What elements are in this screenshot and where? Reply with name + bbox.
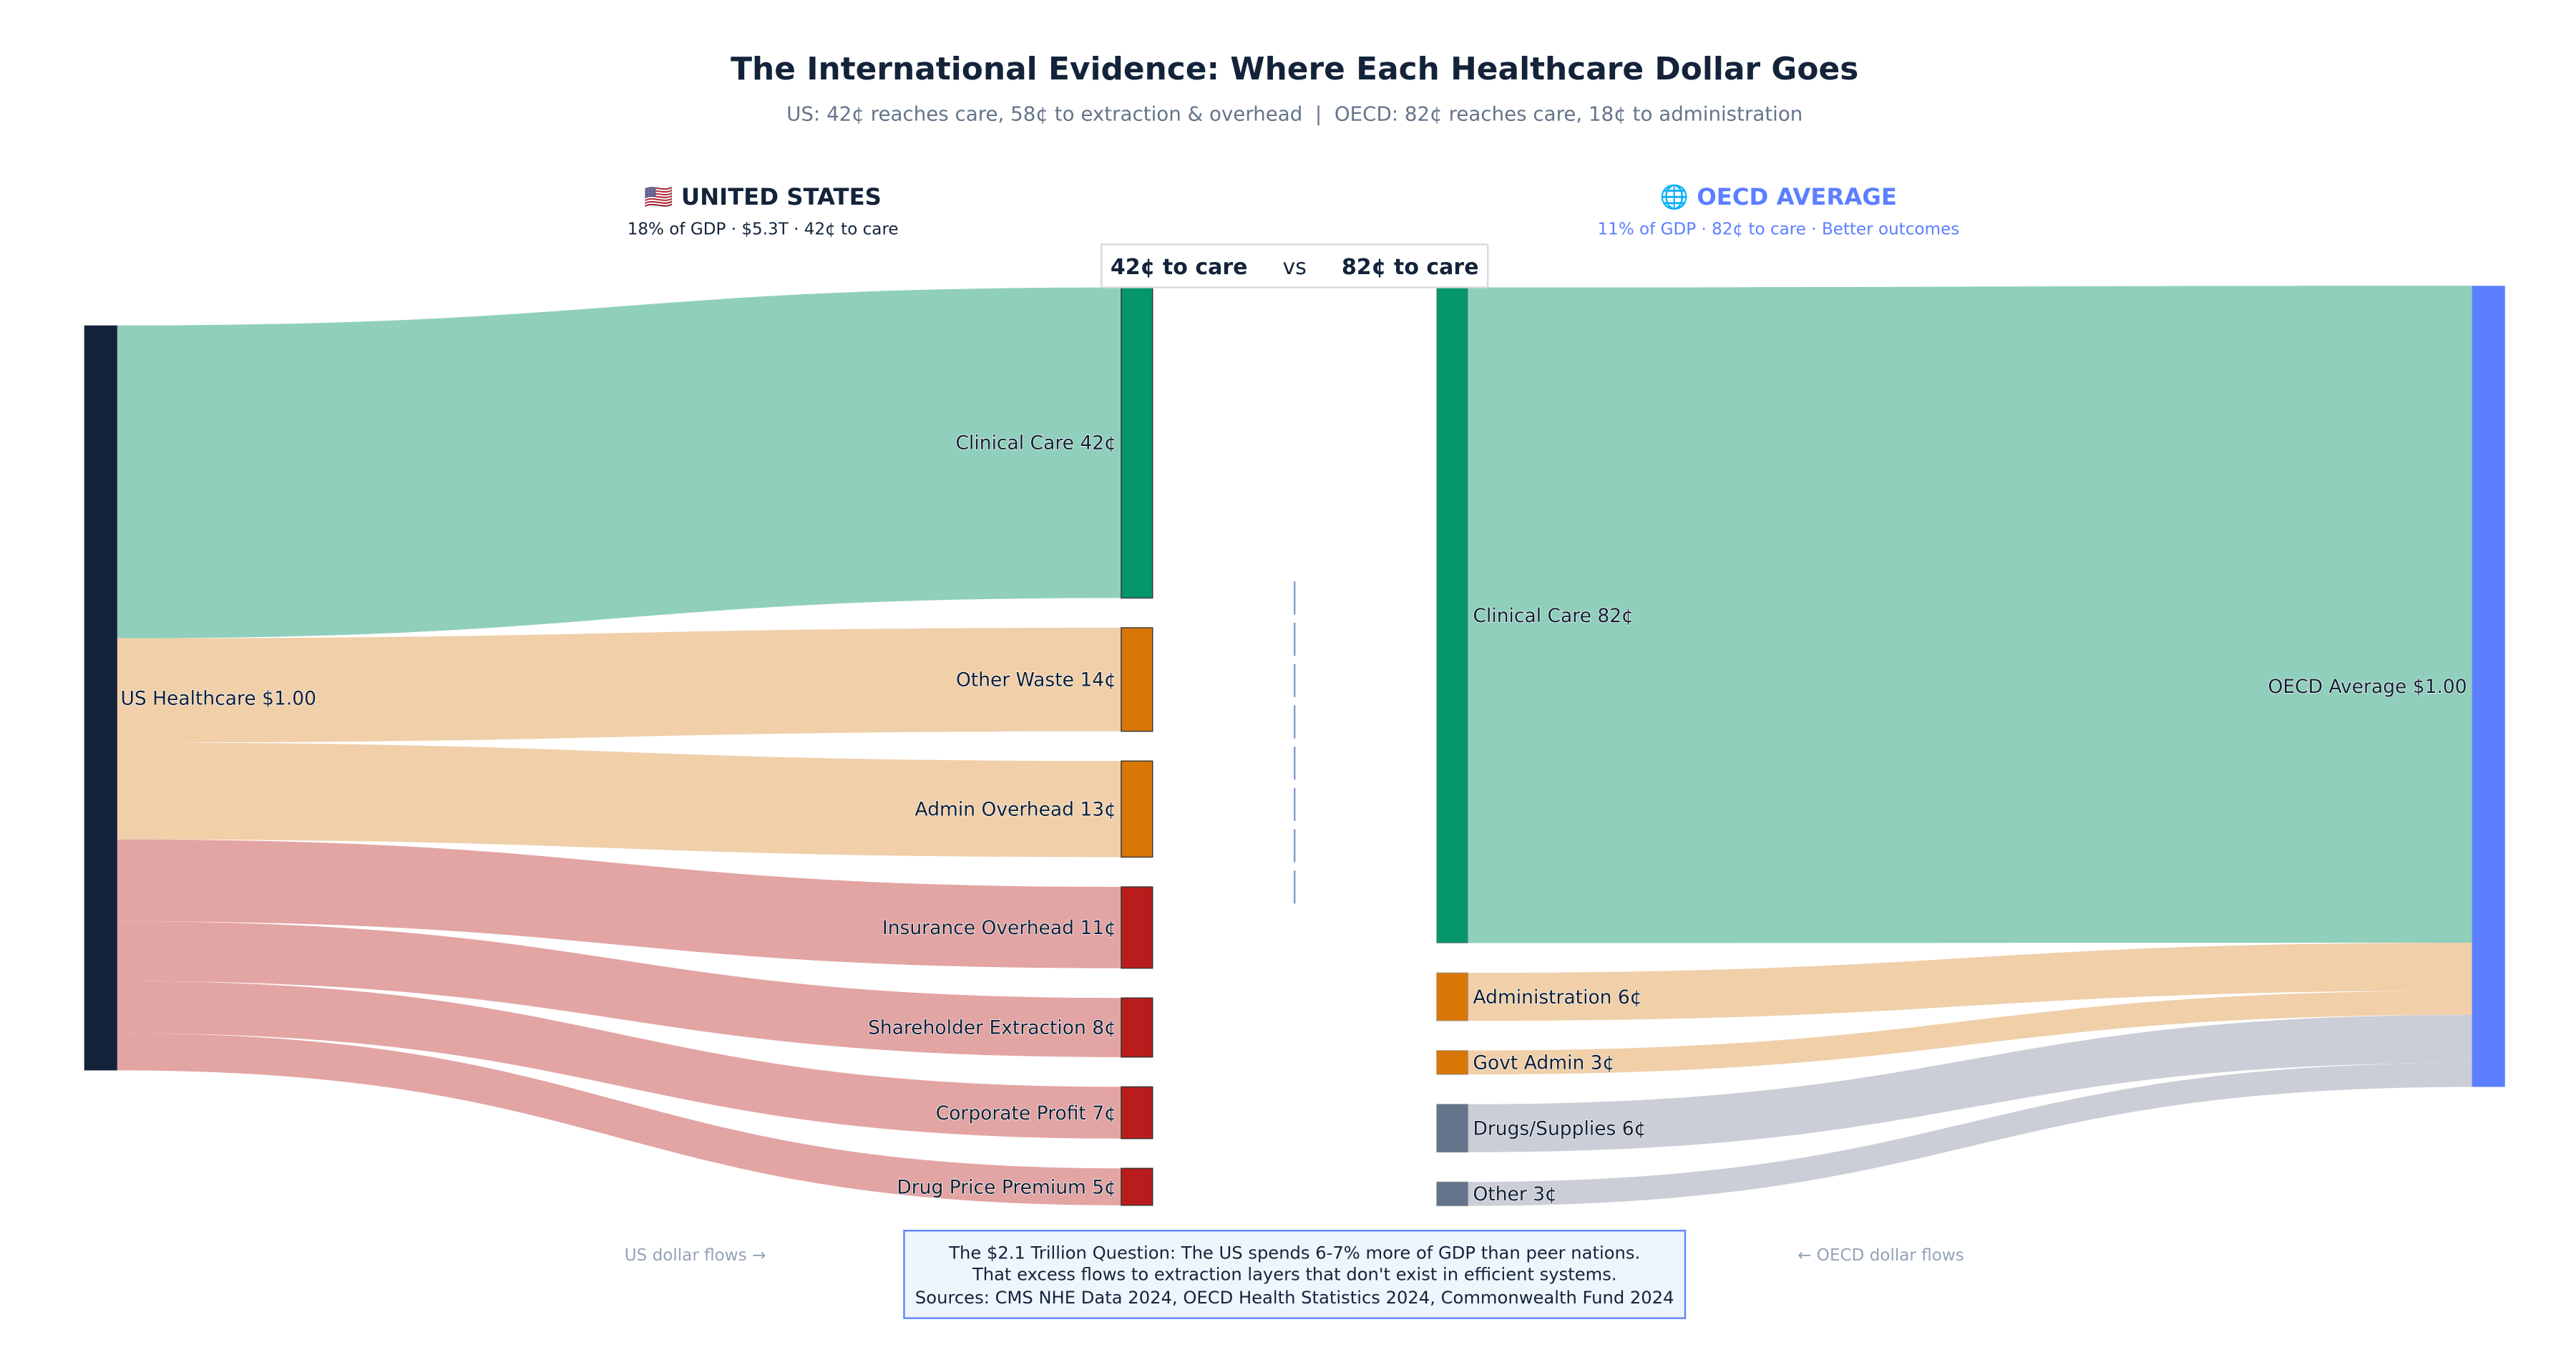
oecd-flow-link [1468,943,2472,1021]
us-target-label: Other Waste 14¢ [956,669,1116,691]
us-source-label: US Healthcare $1.00 [120,687,316,709]
us-flow-link [117,628,1121,743]
oecd-care-comparison: 82¢ to care [1342,255,1479,280]
us-header-sub: 18% of GDP · $5.3T · 42¢ to care [628,220,899,239]
oecd-header-sub: 11% of GDP · 82¢ to care · Better outcom… [1597,220,1959,239]
us-target-node[interactable] [1121,286,1153,599]
oecd-source-label: OECD Average $1.00 [2268,676,2467,698]
us-care-comparison: 42¢ to care [1111,255,1248,280]
us-target-label: Drug Price Premium 5¢ [897,1176,1116,1198]
oecd-flow-direction: ← OECD dollar flows [1797,1246,1964,1265]
us-target-label: Shareholder Extraction 8¢ [868,1017,1116,1039]
footnote-line-1: The $2.1 Trillion Question: The US spend… [948,1243,1640,1263]
oecd-flow-link [1468,1014,2472,1152]
oecd-target-node[interactable] [1436,287,1468,943]
us-target-label: Corporate Profit 7¢ [936,1102,1116,1125]
us-target-node[interactable] [1121,760,1153,858]
us-target-label: Insurance Overhead 11¢ [882,917,1116,939]
oecd-target-label: Drugs/Supplies 6¢ [1473,1117,1646,1140]
comparison-box: 42¢ to care vs 82¢ to care [1101,243,1489,288]
oecd-target-node[interactable] [1436,1050,1468,1075]
us-flow-direction: US dollar flows → [625,1246,766,1265]
oecd-target-label: Clinical Care 82¢ [1473,605,1633,627]
us-target-label: Admin Overhead 13¢ [915,799,1116,821]
us-target-node[interactable] [1121,627,1153,732]
us-flow-link [117,742,1121,858]
oecd-header-title: 🌐 OECD AVERAGE [1660,183,1897,210]
us-flow-link [117,981,1121,1139]
vs-label: vs [1283,255,1307,280]
us-header-title: 🇺🇸 UNITED STATES [644,183,881,210]
oecd-target-label: Administration 6¢ [1473,986,1641,1009]
oecd-target-node[interactable] [1436,972,1468,1021]
oecd-flow-link [1468,286,2472,943]
oecd-source-node[interactable] [2472,286,2505,1087]
oecd-target-label: Other 3¢ [1473,1183,1556,1205]
page-subtitle: US: 42¢ reaches care, 58¢ to extraction … [786,102,1802,126]
oecd-target-node[interactable] [1436,1181,1468,1207]
us-target-label: Clinical Care 42¢ [956,432,1116,455]
footnote-box: The $2.1 Trillion Question: The US spend… [903,1230,1687,1319]
us-flow-link [117,1033,1121,1205]
us-source-node[interactable] [84,325,117,1071]
footnote-line-2: That excess flows to extraction layers t… [972,1265,1617,1285]
us-target-node[interactable] [1121,997,1153,1058]
oecd-flow-link [1468,991,2472,1075]
us-flow-link [117,839,1121,968]
us-flow-link [117,287,1121,638]
oecd-target-label: Govt Admin 3¢ [1473,1052,1614,1074]
us-target-node[interactable] [1121,886,1153,969]
oecd-target-node[interactable] [1436,1104,1468,1153]
page-title: The International Evidence: Where Each H… [731,51,1858,87]
oecd-flow-link [1468,1062,2472,1206]
us-target-node[interactable] [1121,1086,1153,1140]
us-flow-link [117,921,1121,1057]
us-target-node[interactable] [1121,1167,1153,1206]
footnote-line-3: Sources: CMS NHE Data 2024, OECD Health … [915,1288,1674,1308]
